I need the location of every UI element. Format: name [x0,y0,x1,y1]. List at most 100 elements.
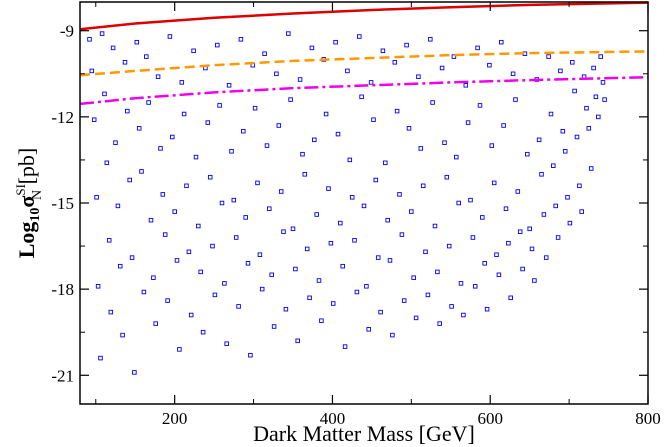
scatter-point [409,209,414,214]
scatter-point [546,54,551,59]
y-tick-label: -18 [51,280,74,299]
scatter-point [193,154,199,160]
scatter-point [141,289,147,295]
scatter-point [179,80,185,85]
scatter-point [323,111,329,117]
scatter-point [494,252,499,257]
scatter-point [461,312,466,318]
scatter-point [600,80,606,85]
scatter-point [205,120,211,125]
scatter-point [117,263,123,269]
scatter-point [340,263,345,269]
scatter-point [129,255,135,260]
y-tick-label: -9 [60,22,74,41]
scatter-point [95,284,101,289]
scatter-point [508,295,513,301]
scatter-point [435,269,440,275]
scatter-point [428,37,433,42]
y-label-base: 10 [28,208,43,222]
scatter-point [172,209,177,214]
scatter-point [501,123,506,128]
scatter-point [357,34,362,39]
scatter-point [158,146,163,151]
y-label-superscript: SI [13,184,28,196]
scatter-point [385,217,390,223]
scatter-point [99,31,105,36]
scatter-point [200,329,206,335]
scatter-point [536,137,542,143]
scatter-point [276,123,282,128]
scatter-point [577,183,582,189]
limit-line-solid [79,1,649,31]
scatter-point [188,312,194,318]
scatter-point [390,332,395,338]
scatter-point [366,327,371,332]
y-label-prefix: Log [14,222,39,259]
scatter-point [449,304,454,309]
scatter-point [162,232,168,237]
scatter-point [122,60,128,65]
scatter-point [560,128,566,134]
scatter-point [383,160,388,166]
scatter-point [368,80,374,85]
scatter-point [397,192,402,197]
scatter-point [499,39,504,45]
scatter-point [574,134,580,140]
scatter-point [342,344,348,349]
scatter-point [136,126,142,131]
scatter-point [326,186,331,191]
scatter-point [480,215,485,220]
scatter-point [288,97,293,102]
scatter-point [591,65,596,71]
scatter-point [465,120,471,125]
y-label-suffix: [pb] [14,148,39,190]
scatter-point [378,309,383,315]
scatter-point [345,68,350,74]
scatter-point [338,220,343,226]
scatter-point [312,137,317,143]
scatter-point [264,143,270,148]
scatter-point [423,249,428,255]
scatter-point [387,258,393,263]
scatter-point [196,223,201,229]
scatter-point [364,284,369,289]
scatter-point [125,108,130,114]
y-tick-label: -15 [51,194,74,213]
scatter-point [506,240,511,246]
x-axis-label: Dark Matter Mass [GeV] [253,421,475,446]
scatter-point [219,200,225,206]
x-tick-label: 400 [320,409,346,428]
limit-line-dashed [79,50,649,77]
scatter-point [515,189,521,194]
scatter-point [394,108,400,114]
scatter-point [271,324,277,329]
scatter-point [586,126,592,131]
scatter-point [420,183,426,189]
limit-lines [79,1,649,106]
scatter-point [347,157,353,163]
scatter-point [503,206,509,211]
scatter-point [401,298,407,303]
scatter-point [418,146,424,151]
scatter-point [139,169,144,174]
scatter-point [451,54,457,59]
scatter-point [262,51,267,56]
scatter-point [278,189,284,194]
scatter-point [224,341,229,346]
scatter-point [380,48,386,54]
scatter-point [584,105,589,111]
scatter-point [496,272,502,278]
scatter-point [411,275,416,280]
scatter-point [165,298,170,303]
scatter-point [243,215,248,220]
scatter-point [570,60,575,65]
scatter-point [87,37,92,42]
scatter-point [212,292,218,298]
scatter-point [567,220,573,226]
scatter-point [442,140,447,145]
scatter-point [517,229,523,234]
scatter-point [406,126,412,131]
scatter-point [274,71,279,77]
scatter-point [181,111,187,117]
y-axis-label: Log10σSI N [pb] [13,148,45,259]
